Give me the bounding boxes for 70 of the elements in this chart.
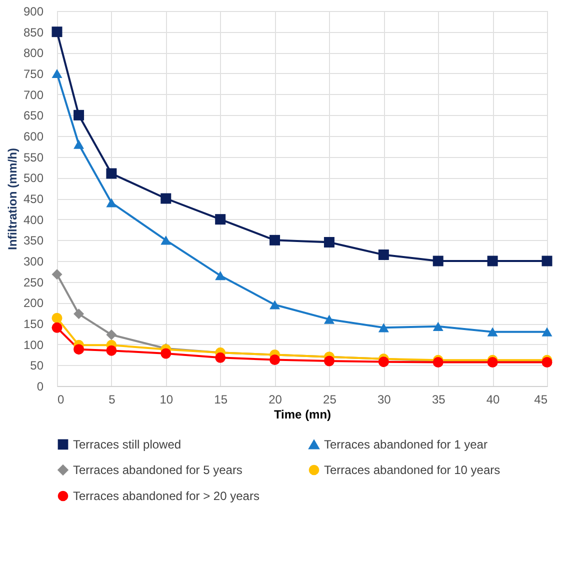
y-tick-label: 900 [23, 4, 44, 18]
x-tick-label: 25 [323, 392, 337, 406]
y-tick-label: 700 [23, 88, 44, 102]
point [74, 140, 84, 149]
point [106, 330, 117, 340]
point [52, 26, 62, 38]
x-tick-label: 35 [432, 392, 446, 406]
y-tick-label: 150 [23, 317, 44, 331]
point [160, 348, 172, 359]
y-tick-label: 450 [23, 192, 44, 206]
point [542, 327, 552, 336]
y-tick-label: 750 [23, 67, 44, 81]
x-axis-title: Time (mn) [274, 408, 332, 422]
point [106, 345, 117, 356]
legend-label: Terraces abandoned for > 20 years [73, 489, 260, 503]
point [270, 234, 280, 246]
y-tick-label: 50 [30, 358, 44, 373]
point [432, 322, 444, 331]
x-tick-label: 45 [534, 392, 548, 406]
point [324, 314, 334, 324]
y-tick-label: 550 [23, 150, 44, 164]
y-tick-label: 850 [23, 25, 44, 40]
y-tick-label: 0 [36, 380, 44, 394]
point [215, 271, 226, 280]
y-tick-label: 300 [23, 254, 44, 268]
y-tick-label: 650 [23, 108, 44, 123]
point [487, 256, 498, 266]
y-tick-label: 100 [23, 338, 44, 352]
point [52, 322, 62, 333]
legend-label: Terraces abandoned for 10 years [324, 463, 500, 477]
point [106, 168, 117, 179]
point [160, 236, 172, 245]
y-tick-label: 800 [23, 46, 44, 60]
point [106, 198, 117, 208]
point [324, 356, 334, 366]
point [324, 237, 334, 248]
x-tick-label: 10 [160, 392, 174, 406]
point [74, 110, 84, 120]
point [52, 269, 62, 280]
y-tick-label: 350 [23, 234, 44, 248]
y-tick-label: 400 [23, 212, 44, 227]
legend-label: Terraces still plowed [73, 437, 182, 452]
legend-label: Terraces abandoned for 1 year [324, 438, 488, 452]
x-tick-label: 0 [58, 392, 64, 406]
x-tick-label: 15 [214, 392, 228, 406]
point [74, 344, 84, 355]
point [215, 352, 226, 363]
y-axis-title: Infiltration (mm/h) [5, 148, 20, 250]
point [378, 323, 389, 332]
point [215, 214, 226, 225]
point [52, 68, 62, 78]
x-tick-label: 30 [377, 392, 392, 406]
y-tick-label: 500 [23, 171, 44, 186]
legend-label: Terraces abandoned for 5 years [73, 463, 242, 477]
point [270, 300, 280, 310]
point [432, 256, 444, 266]
point [542, 256, 552, 266]
point [160, 193, 172, 204]
point [378, 356, 389, 368]
y-tick-label: 600 [23, 130, 44, 144]
x-tick-label: 5 [108, 392, 116, 406]
x-tick-label: 40 [486, 392, 500, 406]
point [378, 250, 389, 260]
y-tick-label: 200 [23, 296, 44, 310]
point [52, 312, 62, 324]
y-tick-label: 250 [23, 275, 44, 290]
point [270, 354, 280, 365]
point [74, 308, 84, 320]
point [487, 327, 498, 336]
x-tick-label: 20 [268, 392, 282, 406]
